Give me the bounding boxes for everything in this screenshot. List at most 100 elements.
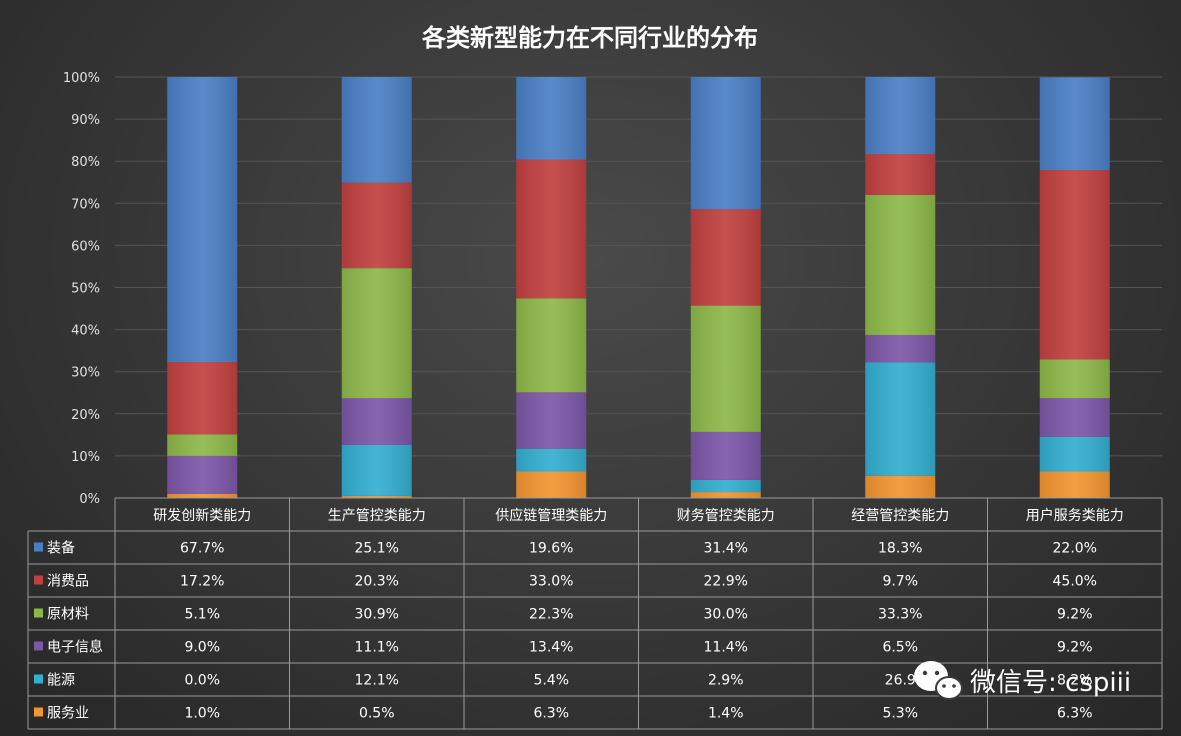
bars <box>167 77 1110 498</box>
category-label: 用户服务类能力 <box>1026 507 1124 524</box>
data-label: 20.3% <box>355 574 399 590</box>
legend-swatch <box>34 707 43 717</box>
data-label: 0.5% <box>359 706 395 722</box>
bar-segment-shade <box>167 434 238 456</box>
legend-swatch <box>34 674 43 684</box>
data-label: 19.6% <box>529 541 573 557</box>
y-tick-label: 70% <box>71 197 100 212</box>
bar-segment-shade <box>1039 398 1110 437</box>
data-label: 33.0% <box>529 574 573 590</box>
y-tick-label: 60% <box>71 239 100 254</box>
bar-segment-shade <box>516 77 587 160</box>
data-label: 5.3% <box>882 706 918 722</box>
data-label: 0.0% <box>184 673 220 689</box>
y-tick-label: 90% <box>71 113 100 128</box>
y-tick-label: 50% <box>71 282 100 297</box>
bar-segment-shade <box>341 495 412 498</box>
legend-entry: 服务业 <box>47 706 89 722</box>
wechat-icon <box>914 661 963 700</box>
bar-segment-shade <box>865 475 936 498</box>
legend-swatch <box>34 542 43 552</box>
data-label: 26.9 <box>885 673 916 689</box>
data-label: 9.2% <box>1057 640 1093 656</box>
data-label: 11.1% <box>355 640 399 656</box>
bar-segment-shade <box>167 493 238 498</box>
data-label: 67.7% <box>180 541 224 557</box>
y-tick-label: 100% <box>63 71 100 86</box>
y-tick-label: 10% <box>71 450 100 465</box>
y-axis: 0% 10% 20% 30% 40% 50% 60% 70% 80% 90% 100% <box>63 71 100 507</box>
y-tick-label: 40% <box>71 324 100 339</box>
bar-segment-shade <box>1039 359 1110 399</box>
data-label: 22.9% <box>704 574 748 590</box>
data-label: 6.3% <box>1057 706 1093 722</box>
category-label: 生产管控类能力 <box>328 508 426 524</box>
data-label: 1.0% <box>184 706 220 722</box>
data-label: 6.5% <box>882 640 918 656</box>
bar-segment-shade <box>516 471 587 498</box>
bar-segment-shade <box>690 431 761 480</box>
data-table: 研发创新类能力 生产管控类能力 供应链管理类能力 财务管控类能力 经营管控类能力 用户服务… <box>27 497 1163 730</box>
bar-segment-shade <box>690 305 761 432</box>
bar-segment-shade <box>865 335 936 363</box>
bar-segment-shade <box>1039 471 1110 498</box>
bar-segment-shade <box>690 77 761 210</box>
data-label: 2.9% <box>708 673 744 689</box>
bar-segment-shade <box>865 362 936 476</box>
y-tick-label: 20% <box>71 408 100 423</box>
chart-title: 各类新型能力在不同行业的分布 <box>421 24 758 52</box>
bar-segment-shade <box>341 444 412 496</box>
watermark: 微信号: cspiii <box>914 661 1131 700</box>
legend-entry: 装备 <box>47 540 75 557</box>
data-label: 45.0% <box>1053 574 1097 590</box>
y-tick-label: 30% <box>71 366 100 381</box>
data-label: 5.1% <box>184 607 220 623</box>
bar-segment-shade <box>865 77 936 155</box>
data-label: 9.0% <box>184 640 220 656</box>
bar-segment-shade <box>516 448 587 472</box>
data-label: 30.9% <box>355 607 399 623</box>
bar-segment-shade <box>865 154 936 195</box>
y-tick-label: 0% <box>79 492 100 507</box>
data-label: 25.1% <box>355 541 399 557</box>
bar-segment-shade <box>341 182 412 269</box>
data-label: 33.3% <box>878 607 922 623</box>
category-label: 经营管控类能力 <box>851 508 949 524</box>
legend-entry: 电子信息 <box>47 639 103 656</box>
data-label: 18.3% <box>878 541 922 557</box>
bar-segment-shade <box>516 392 587 449</box>
legend-swatch <box>34 608 43 618</box>
y-tick-label: 80% <box>71 155 100 170</box>
bar-segment-shade <box>1039 77 1110 171</box>
data-label: 8.2% <box>1057 673 1093 689</box>
bar-segment-shade <box>341 398 412 445</box>
bar-segment-shade <box>167 77 238 363</box>
bar-segment-shade <box>341 268 412 399</box>
data-label: 11.4% <box>704 640 748 656</box>
bar-segment-shade <box>167 455 238 494</box>
legend-swatch <box>34 575 43 585</box>
bar-segment-shade <box>516 298 587 393</box>
watermark-text: 微信号: cspiii <box>970 668 1131 698</box>
bar-segment-shade <box>690 492 761 498</box>
data-label: 17.2% <box>180 574 224 590</box>
data-label: 9.7% <box>882 574 918 590</box>
data-label: 22.0% <box>1053 541 1097 557</box>
legend-entry: 消费品 <box>47 574 89 590</box>
bar-segment-shade <box>690 209 761 306</box>
data-label: 22.3% <box>529 607 573 623</box>
legend-entry: 能源 <box>47 673 75 689</box>
data-label: 30.0% <box>704 607 748 623</box>
gridlines <box>115 76 1162 499</box>
bar-segment-shade <box>167 362 238 435</box>
legend-entry: 原材料 <box>47 607 89 623</box>
data-label: 31.4% <box>704 541 748 557</box>
bar-segment-shade <box>1039 436 1110 472</box>
legend-swatch <box>34 641 43 651</box>
bar-segment-shade <box>341 77 412 183</box>
data-label: 13.4% <box>529 640 573 656</box>
bar-segment-shade <box>516 159 587 299</box>
data-label: 1.4% <box>708 706 744 722</box>
category-label: 研发创新类能力 <box>153 508 251 524</box>
